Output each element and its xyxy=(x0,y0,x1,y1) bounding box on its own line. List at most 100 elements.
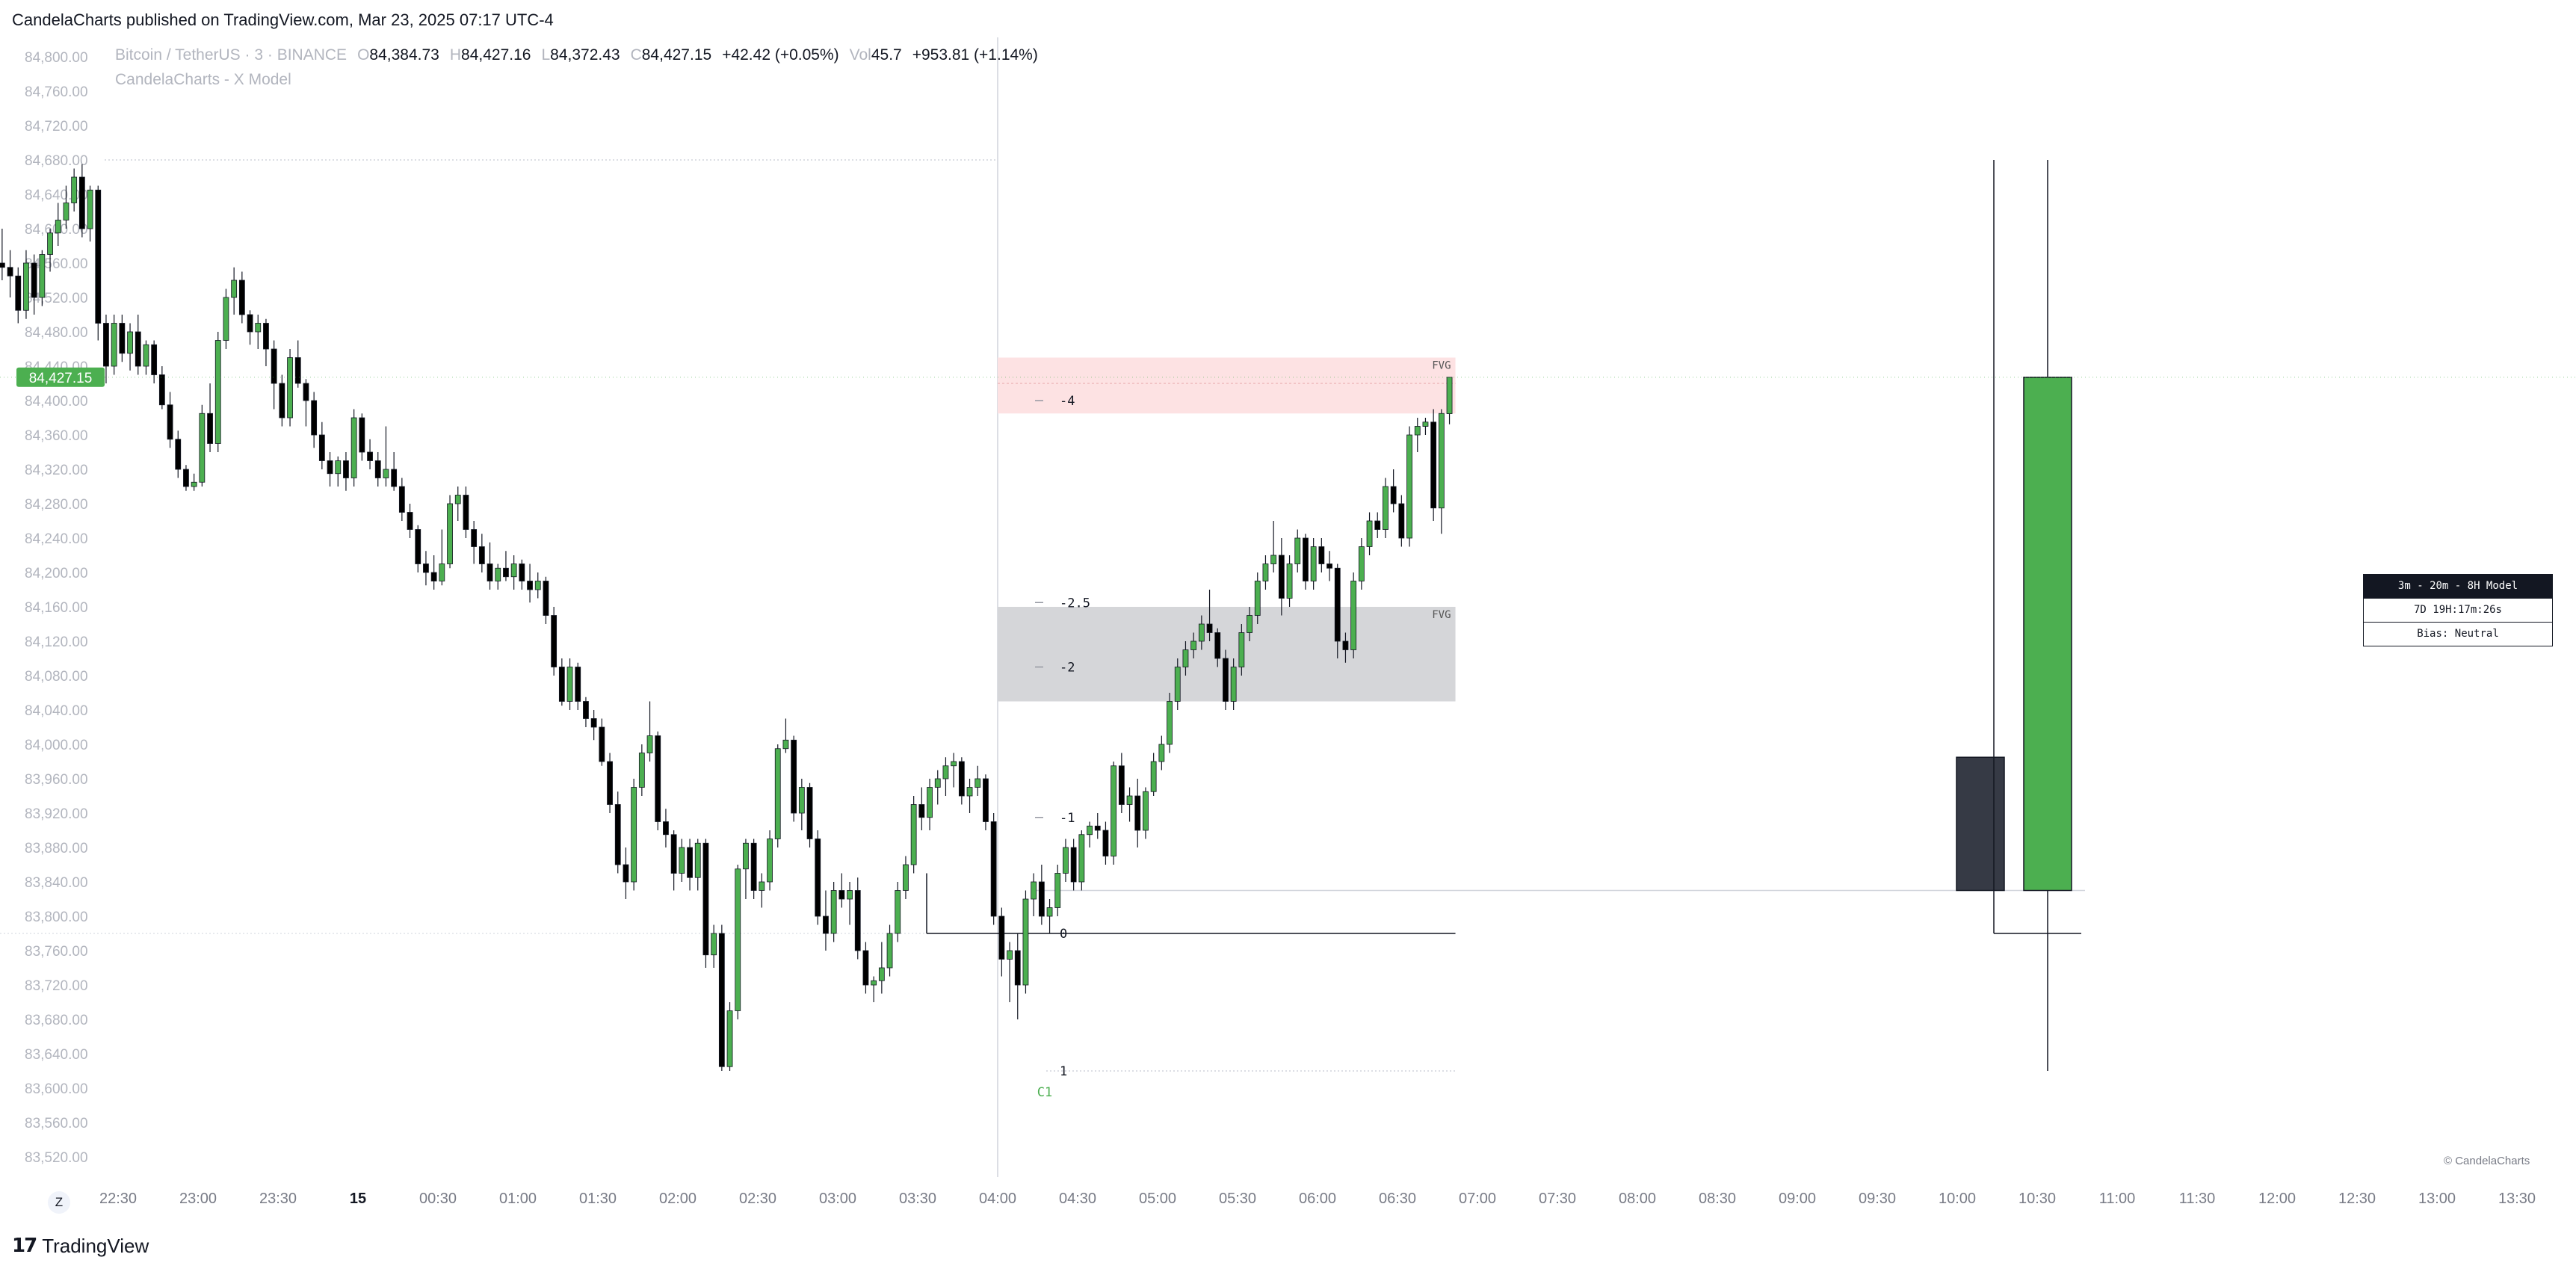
candle xyxy=(687,839,693,891)
candle xyxy=(806,782,813,847)
candle xyxy=(534,572,541,599)
candle-up xyxy=(1383,486,1389,530)
candle-down xyxy=(519,563,525,581)
candle xyxy=(614,791,621,874)
tradingview-logo[interactable]: 17 TradingView xyxy=(12,1233,149,1259)
y-tick-label: 84,640.00 xyxy=(25,188,88,203)
y-tick-label: 84,720.00 xyxy=(25,119,88,135)
legend-volume-label: Vol xyxy=(849,46,871,64)
c1-label: C1 xyxy=(1037,1085,1052,1100)
x-tick-label: 09:00 xyxy=(1779,1191,1816,1207)
candle xyxy=(1334,563,1341,658)
candle-down xyxy=(271,348,277,384)
timezone-button[interactable]: Z xyxy=(48,1191,70,1214)
candle-up xyxy=(1046,907,1053,917)
legend-volume: 45.7 xyxy=(871,46,902,64)
x-tick-label: 06:00 xyxy=(1299,1191,1336,1207)
candlestick-chart[interactable]: 84,800.00 84,760.00 84,720.00 84,680.00 84,6… xyxy=(0,37,2576,1226)
candle-down xyxy=(1206,623,1213,633)
candle xyxy=(830,882,837,942)
candle-up xyxy=(1438,413,1445,509)
candle xyxy=(1254,572,1261,624)
candle-up xyxy=(631,787,637,883)
candle xyxy=(1158,735,1165,771)
symbol-legend: Bitcoin / TetherUS · 3 · BINANCE O84,384.… xyxy=(115,46,1038,64)
candle xyxy=(566,658,573,710)
candle-up xyxy=(934,778,941,788)
candle xyxy=(1174,658,1181,710)
candle-down xyxy=(806,787,813,839)
candle xyxy=(415,525,421,572)
candle-up xyxy=(975,778,981,788)
candle xyxy=(199,404,206,487)
candle-up xyxy=(1262,563,1269,581)
candle xyxy=(767,830,773,891)
candle xyxy=(318,422,325,469)
candle-down xyxy=(415,529,421,564)
candle-up xyxy=(1422,422,1429,427)
x-tick-label: 08:00 xyxy=(1619,1191,1656,1207)
candle xyxy=(878,942,885,994)
candle-down xyxy=(1014,950,1021,986)
candle xyxy=(7,250,13,297)
candle xyxy=(519,559,525,590)
legend-high-label: H xyxy=(449,46,462,64)
y-tick-label: 84,360.00 xyxy=(25,428,88,444)
candle xyxy=(791,735,797,822)
candle xyxy=(335,456,342,487)
candle xyxy=(231,267,238,315)
candle-down xyxy=(207,413,213,444)
indicator-legend[interactable]: CandelaCharts - X Model xyxy=(115,71,291,88)
candle-up xyxy=(1087,825,1093,836)
candle xyxy=(1054,865,1061,916)
legend-open-label: O xyxy=(357,46,370,64)
legend-symbol[interactable]: Bitcoin / TetherUS · 3 · BINANCE xyxy=(115,46,348,64)
candle xyxy=(638,744,645,796)
candle-up xyxy=(1254,581,1261,616)
candle xyxy=(718,924,725,1071)
x-tick-label: 11:00 xyxy=(2099,1191,2136,1207)
candle-down xyxy=(862,950,869,986)
candle xyxy=(167,392,173,448)
candle-up xyxy=(735,868,741,1011)
candle-down xyxy=(1390,486,1397,504)
y-tick-label: 84,000.00 xyxy=(25,738,88,753)
candle-up xyxy=(287,357,293,419)
candle-up xyxy=(1158,744,1165,762)
candle-up xyxy=(447,503,453,564)
candle xyxy=(407,504,413,538)
candle xyxy=(430,555,437,590)
candle-down xyxy=(558,667,565,702)
candle-up xyxy=(335,460,342,475)
candle xyxy=(367,439,373,469)
candle xyxy=(815,830,821,925)
last-price-tag-text: 84,427.15 xyxy=(29,371,93,386)
model-info-table: 3m - 20m - 8H Model 7D 19H:17m:26s Bias:… xyxy=(2363,574,2553,646)
candle-down xyxy=(823,915,829,934)
candle xyxy=(527,563,533,603)
candle-up xyxy=(1190,640,1197,650)
candle xyxy=(1134,779,1141,847)
candle xyxy=(1046,899,1053,933)
candle-down xyxy=(423,563,429,573)
candle xyxy=(551,607,557,676)
legend-close-label: C xyxy=(630,46,642,64)
candle-down xyxy=(958,761,965,797)
candle xyxy=(1182,641,1189,676)
model-bias: Bias: Neutral xyxy=(2417,628,2499,640)
candle xyxy=(23,250,29,319)
candle-up xyxy=(255,323,262,333)
candle xyxy=(63,185,70,229)
candle xyxy=(463,487,469,538)
candle-down xyxy=(1223,658,1229,702)
candle xyxy=(478,534,485,572)
candle-down xyxy=(158,374,165,406)
candle xyxy=(1167,693,1173,753)
candle-down xyxy=(407,512,413,530)
candle-up xyxy=(895,890,901,934)
candle-down xyxy=(175,439,182,470)
y-tick-label: 84,200.00 xyxy=(25,566,88,581)
candle xyxy=(78,164,85,238)
candle-up xyxy=(1182,649,1189,667)
candle-up xyxy=(495,567,501,581)
